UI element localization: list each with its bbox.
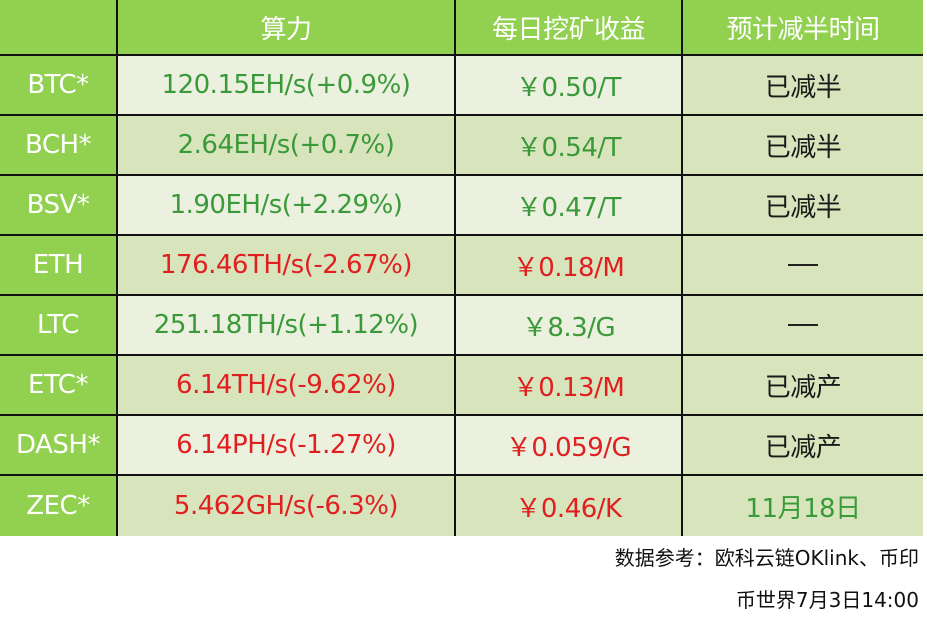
header-hashrate: 算力 — [118, 0, 456, 54]
halving-cell: 已减半 — [683, 116, 923, 174]
halving-value: 已减半 — [764, 132, 842, 163]
coin-name: ETH — [0, 236, 118, 294]
header-halving-time: 预计减半时间 — [683, 0, 923, 54]
coin-name: LTC — [0, 296, 118, 354]
coin-name: BCH* — [0, 116, 118, 174]
no-data-dash — [788, 264, 818, 266]
coin-name: BSV* — [0, 176, 118, 234]
halving-cell: 已减产 — [683, 356, 923, 414]
coin-name: ZEC* — [0, 476, 118, 536]
hashrate-value: 6.14PH/s(-1.27%) — [118, 416, 456, 474]
publish-credit: 币世界7月3日14:00 — [735, 588, 919, 612]
daily-income-value: ￥0.47/T — [456, 176, 683, 234]
daily-income-value: ￥0.18/M — [456, 236, 683, 294]
halving-cell: 11月18日 — [683, 476, 923, 536]
table-row: LTC 251.18TH/s(+1.12%) ￥8.3/G — [0, 296, 923, 356]
daily-income-value: ￥0.54/T — [456, 116, 683, 174]
daily-income-value: ￥0.059/G — [456, 416, 683, 474]
halving-cell — [683, 236, 923, 294]
hashrate-value: 2.64EH/s(+0.7%) — [118, 116, 456, 174]
daily-income-value: ￥0.50/T — [456, 56, 683, 114]
data-source-note: 数据参考：欧科云链OKlink、币印 — [614, 546, 919, 570]
mining-data-table: 算力 每日挖矿收益 预计减半时间 BTC* 120.15EH/s(+0.9%) ￥0… — [0, 0, 923, 536]
hashrate-value: 5.462GH/s(-6.3%) — [118, 476, 456, 536]
halving-value: 11月18日 — [745, 493, 861, 524]
halving-cell — [683, 296, 923, 354]
table-row: BCH* 2.64EH/s(+0.7%) ￥0.54/T 已减半 — [0, 116, 923, 176]
hashrate-value: 6.14TH/s(-9.62%) — [118, 356, 456, 414]
halving-cell: 已减半 — [683, 176, 923, 234]
table-row: BTC* 120.15EH/s(+0.9%) ￥0.50/T 已减半 — [0, 56, 923, 116]
hashrate-value: 251.18TH/s(+1.12%) — [118, 296, 456, 354]
no-data-dash — [788, 324, 818, 326]
hashrate-value: 176.46TH/s(-2.67%) — [118, 236, 456, 294]
table-row: BSV* 1.90EH/s(+2.29%) ￥0.47/T 已减半 — [0, 176, 923, 236]
table-header-row: 算力 每日挖矿收益 预计减半时间 — [0, 0, 923, 56]
halving-value: 已减半 — [764, 72, 842, 103]
daily-income-value: ￥8.3/G — [456, 296, 683, 354]
halving-value: 已减半 — [764, 192, 842, 223]
halving-value: 已减产 — [764, 372, 842, 403]
coin-name: BTC* — [0, 56, 118, 114]
table-row: ETH 176.46TH/s(-2.67%) ￥0.18/M — [0, 236, 923, 296]
table-row: ETC* 6.14TH/s(-9.62%) ￥0.13/M 已减产 — [0, 356, 923, 416]
header-coin — [0, 0, 118, 54]
daily-income-value: ￥0.46/K — [456, 476, 683, 536]
halving-cell: 已减产 — [683, 416, 923, 474]
coin-name: DASH* — [0, 416, 118, 474]
daily-income-value: ￥0.13/M — [456, 356, 683, 414]
coin-name: ETC* — [0, 356, 118, 414]
header-daily-income: 每日挖矿收益 — [456, 0, 683, 54]
table-row: ZEC* 5.462GH/s(-6.3%) ￥0.46/K 11月18日 — [0, 476, 923, 536]
table-row: DASH* 6.14PH/s(-1.27%) ￥0.059/G 已减产 — [0, 416, 923, 476]
halving-cell: 已减半 — [683, 56, 923, 114]
halving-value: 已减产 — [764, 432, 842, 463]
hashrate-value: 1.90EH/s(+2.29%) — [118, 176, 456, 234]
hashrate-value: 120.15EH/s(+0.9%) — [118, 56, 456, 114]
